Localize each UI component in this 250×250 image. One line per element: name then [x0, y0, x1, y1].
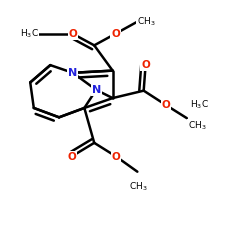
- Text: O: O: [68, 29, 77, 39]
- Text: O: O: [162, 100, 170, 110]
- Text: O: O: [112, 152, 120, 162]
- Text: H$_3$C: H$_3$C: [190, 99, 208, 111]
- Text: O: O: [141, 60, 150, 70]
- Text: O: O: [67, 152, 76, 162]
- Text: N: N: [92, 85, 101, 95]
- Text: H$_3$C: H$_3$C: [20, 28, 38, 40]
- Text: CH$_3$: CH$_3$: [188, 119, 206, 132]
- Text: O: O: [111, 29, 120, 39]
- Text: CH$_3$: CH$_3$: [129, 180, 148, 193]
- Text: CH$_3$: CH$_3$: [137, 16, 156, 28]
- Text: N: N: [68, 68, 78, 78]
